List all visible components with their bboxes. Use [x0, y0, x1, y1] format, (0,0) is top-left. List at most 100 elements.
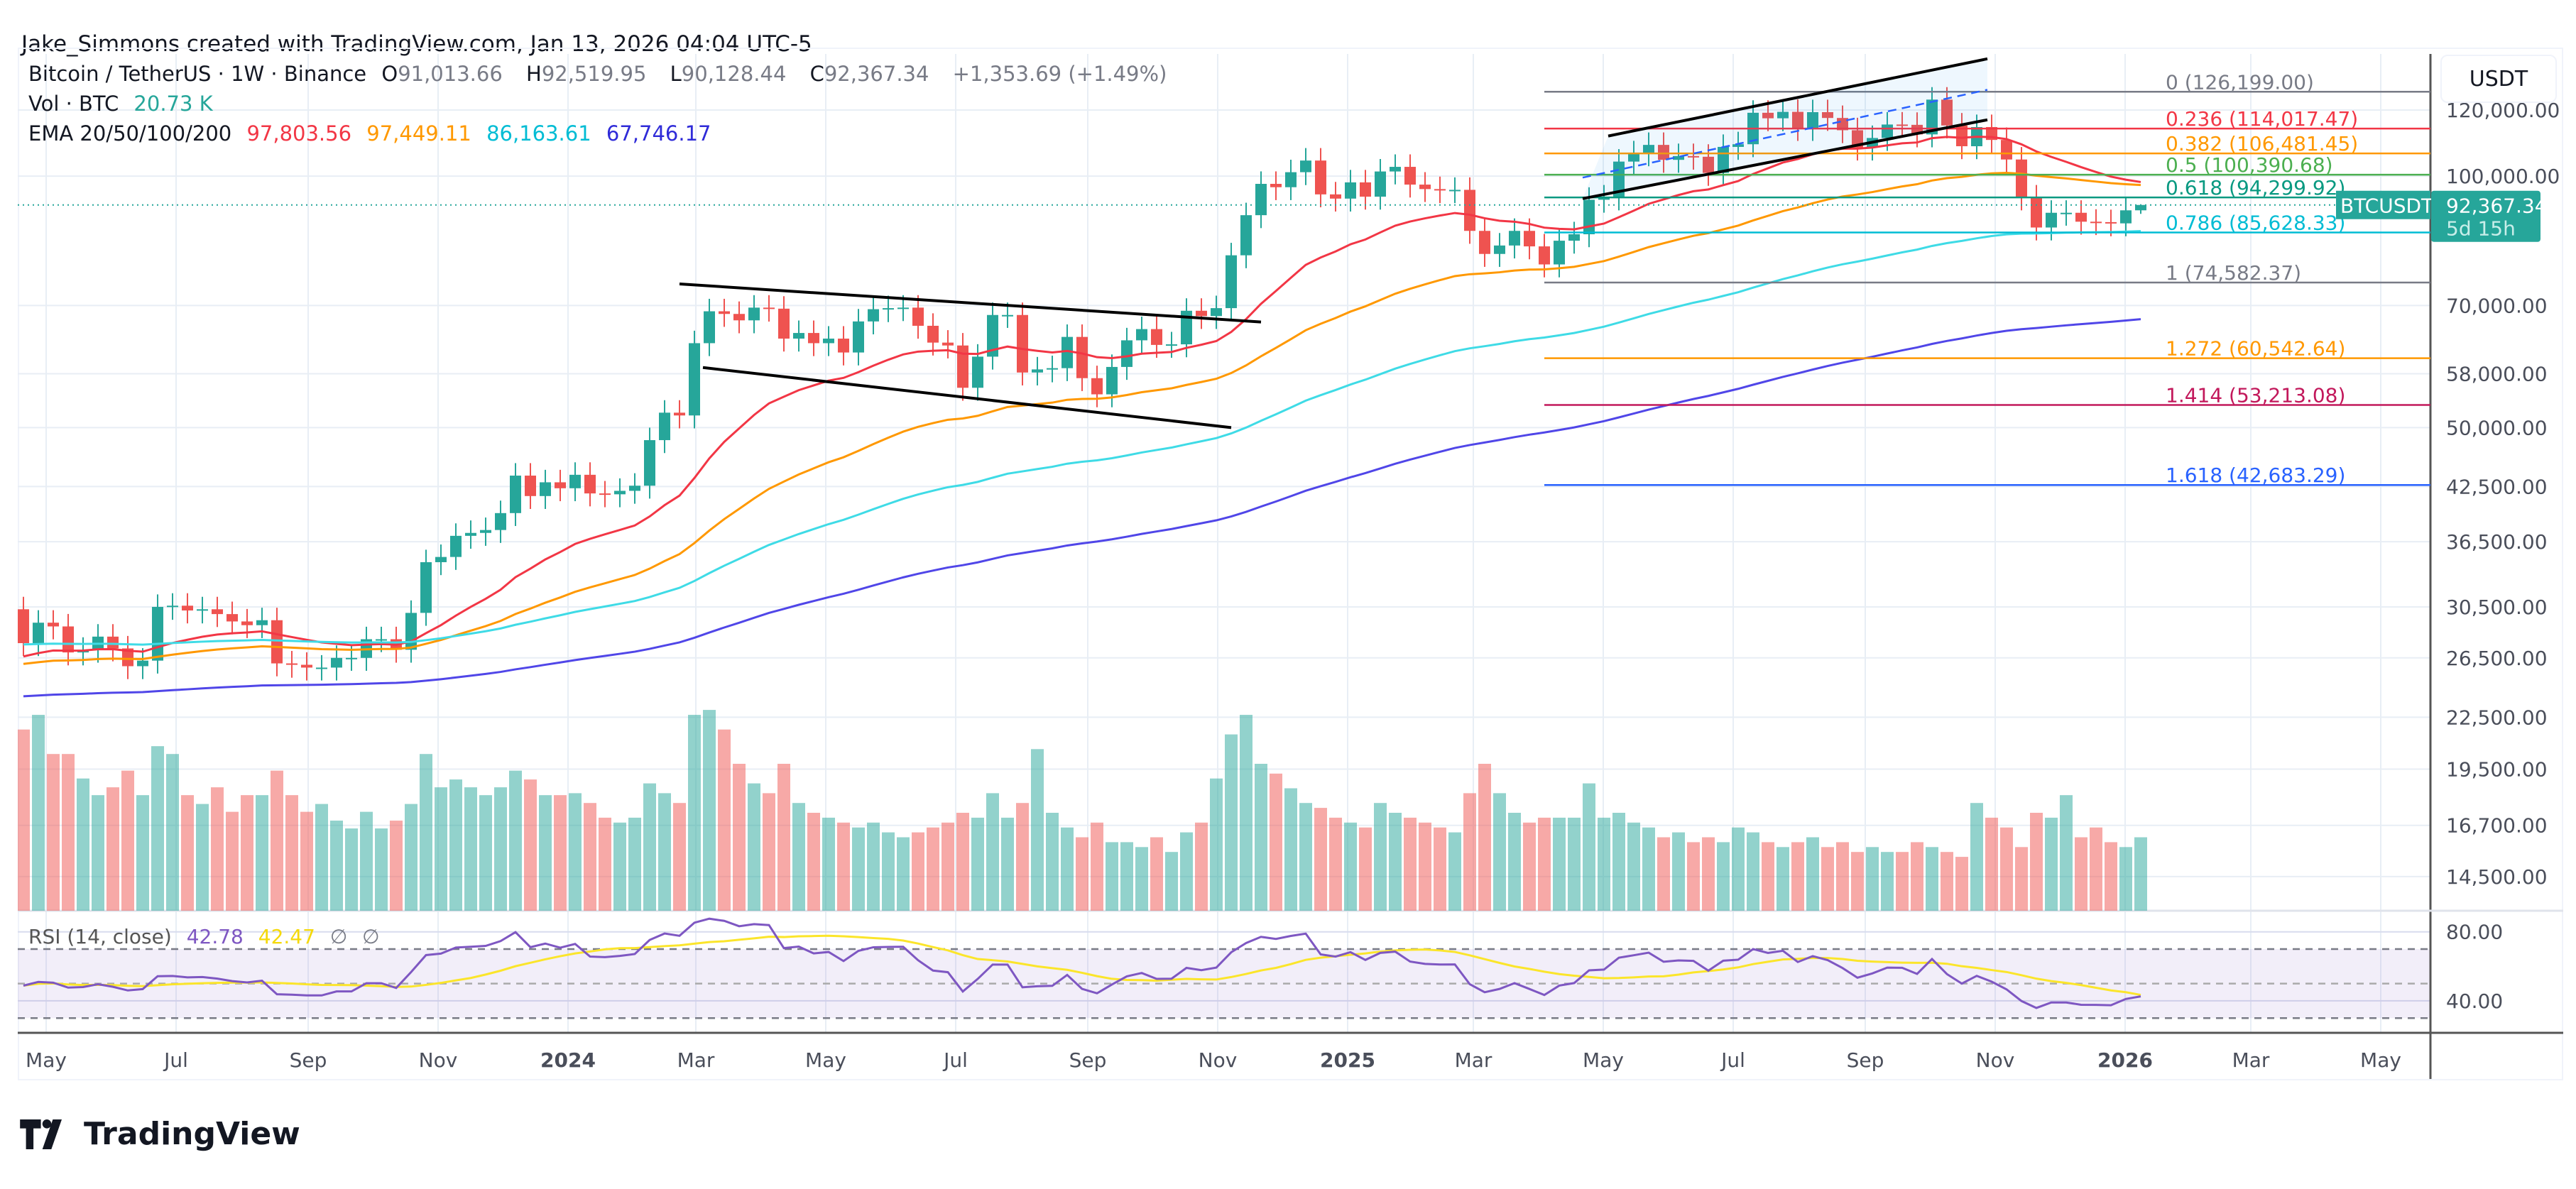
high-value: 92,519.95 — [541, 62, 647, 86]
candle-body — [525, 476, 536, 496]
candle-body — [1568, 234, 1580, 241]
fib-level-label: 1 (74,582.37) — [2166, 261, 2301, 285]
candle-body — [1255, 184, 1267, 216]
volume-bar — [599, 817, 611, 911]
countdown-label: 5d 15h — [2446, 217, 2516, 241]
time-axis-tick: May — [26, 1048, 67, 1072]
candle-body — [167, 606, 178, 608]
candle-body — [644, 440, 655, 486]
ema100-line — [23, 229, 2141, 646]
candle-body — [107, 636, 119, 649]
candle-body — [704, 311, 715, 344]
volume-bar — [479, 795, 492, 911]
currency-unit-button[interactable]: USDT — [2440, 55, 2557, 103]
volume-bar — [300, 811, 313, 911]
candle-body — [868, 309, 879, 322]
volume-bar — [32, 715, 45, 911]
rsi-label[interactable]: RSI (14, close) — [28, 925, 172, 948]
volume-bar — [1359, 827, 1372, 911]
ema200-line — [23, 318, 2141, 698]
volume-bar — [1583, 783, 1595, 911]
rsi-axis-tick: 80.00 — [2446, 921, 2503, 944]
ema-label[interactable]: EMA 20/50/100/200 — [28, 121, 232, 146]
volume-bar — [733, 764, 746, 911]
candle-body — [719, 311, 730, 314]
tradingview-logo[interactable]: TradingView — [20, 1116, 300, 1152]
candle-body — [1658, 145, 1669, 160]
volume-bar — [449, 779, 462, 911]
volume-bar — [1061, 827, 1074, 911]
candle-body — [2105, 221, 2117, 224]
time-axis-tick: Sep — [1847, 1048, 1884, 1072]
candle-body — [883, 308, 894, 310]
rising-channel-fill — [1583, 58, 1987, 199]
descending-channel-upper-line — [679, 282, 1262, 324]
time-axis-tick: Mar — [2232, 1048, 2270, 1072]
volume-bar — [703, 710, 716, 911]
volume-bar — [1941, 852, 1953, 911]
fib-level-label: 0.5 (100,390.68) — [2166, 153, 2333, 177]
rsi-na-2: ∅ — [362, 925, 380, 948]
time-axis-tick: Nov — [1976, 1048, 2015, 1072]
ema50-value: 97,449.11 — [366, 121, 471, 146]
volume-bar — [777, 764, 790, 911]
volume-bar — [1150, 837, 1163, 911]
candle-body — [1061, 336, 1073, 368]
price-axis-tick: 50,000.00 — [2446, 416, 2548, 439]
candle-body — [614, 491, 626, 495]
candle-body — [1375, 171, 1386, 197]
candle-body — [1494, 245, 1505, 254]
volume-bar — [1747, 832, 1759, 911]
close-label: C — [809, 62, 824, 86]
volume-bar — [166, 754, 179, 911]
candle-body — [1226, 255, 1237, 309]
candle-body — [942, 342, 954, 346]
candle-body — [1449, 190, 1461, 192]
volume-bar — [2119, 847, 2132, 911]
volume-bar — [405, 804, 417, 911]
volume-bar — [1970, 803, 1983, 911]
volume-bar — [92, 795, 104, 911]
candle-body — [778, 308, 790, 339]
price-axis-tick: 16,700.00 — [2446, 814, 2548, 838]
ema200-value: 67,746.17 — [606, 121, 711, 146]
volume-bar — [18, 729, 30, 911]
volume-bar — [1791, 842, 1804, 911]
volume-bar — [1762, 842, 1774, 911]
volume-label[interactable]: Vol · BTC — [28, 92, 119, 116]
volume-bar — [971, 817, 984, 911]
volume-bar — [1344, 822, 1357, 911]
volume-bar — [1284, 788, 1297, 911]
candle-body — [197, 609, 208, 611]
candle-body — [1598, 197, 1610, 200]
volume-bar — [1687, 842, 1700, 911]
price-axis-tick: 30,500.00 — [2446, 596, 2548, 619]
volume-bar — [1896, 852, 1909, 911]
rsi-legend: RSI (14, close) 42.78 42.47 ∅ ∅ — [28, 925, 388, 948]
rsi-na-1: ∅ — [329, 925, 348, 948]
volume-bar — [1419, 822, 1431, 911]
symbol-title[interactable]: Bitcoin / TetherUS · 1W · Binance — [28, 62, 367, 86]
candle-body — [227, 614, 238, 622]
time-axis-tick: Mar — [677, 1048, 715, 1072]
candle-body — [1002, 314, 1013, 317]
candle-body — [1926, 99, 1938, 135]
change-value: +1,353.69 (+1.49%) — [952, 62, 1167, 86]
candle-body — [1345, 182, 1356, 199]
candle-body — [1479, 231, 1490, 254]
candle-body — [316, 667, 327, 669]
candle-body — [241, 621, 253, 625]
candle-body — [2016, 159, 2027, 198]
candle-body — [1076, 336, 1088, 378]
ema50-line — [23, 171, 2141, 665]
volume-bar — [241, 795, 253, 911]
volume-bar — [882, 832, 895, 911]
candle-body — [48, 623, 59, 627]
candle-body — [987, 314, 998, 357]
fib-level-label: 1.272 (60,542.64) — [2166, 337, 2345, 361]
volume-bar — [1374, 803, 1387, 911]
fib-level-label: 1.618 (42,683.29) — [2166, 464, 2345, 487]
candle-body — [301, 664, 312, 668]
open-value: 91,013.66 — [398, 62, 503, 86]
